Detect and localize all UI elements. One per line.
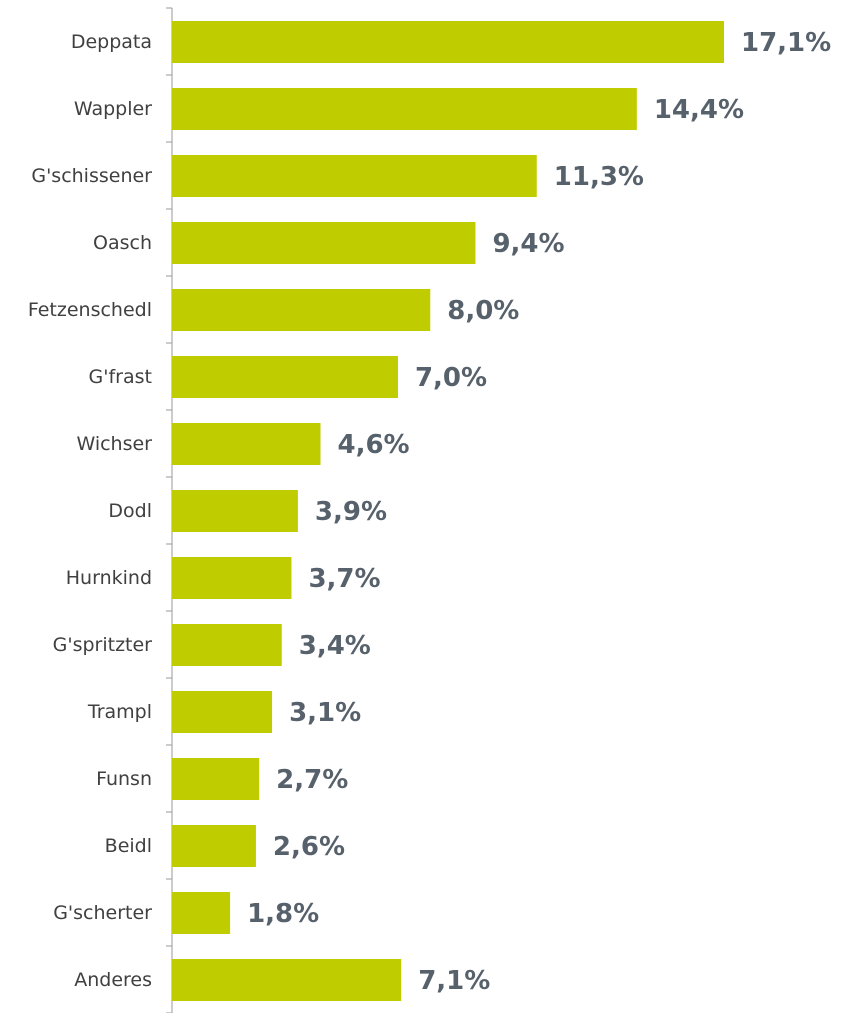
data-label: 14,4% — [654, 95, 744, 125]
data-label: 3,1% — [289, 698, 361, 728]
bar-1 — [172, 88, 637, 130]
category-label: Fetzenschedl — [28, 299, 152, 321]
bar-4 — [172, 289, 431, 331]
data-label: 11,3% — [554, 162, 644, 192]
data-label: 1,8% — [247, 899, 319, 929]
category-label: Trampl — [87, 701, 152, 723]
data-label: 3,4% — [299, 631, 371, 661]
data-label: 8,0% — [447, 296, 519, 326]
category-label: Wichser — [76, 433, 152, 455]
category-label: Hurnkind — [66, 567, 152, 589]
bar-11 — [172, 758, 260, 800]
category-label: G'frast — [89, 366, 152, 388]
bar-0 — [172, 21, 724, 63]
category-label: Beidl — [105, 835, 152, 857]
bar-8 — [172, 557, 292, 599]
bar-3 — [172, 222, 476, 264]
data-label: 3,7% — [308, 564, 380, 594]
bar-2 — [172, 155, 537, 197]
bar-10 — [172, 691, 273, 733]
data-label: 3,9% — [315, 497, 387, 527]
bar-9 — [172, 624, 282, 666]
data-label: 2,7% — [276, 765, 348, 795]
bar-5 — [172, 356, 398, 398]
data-label: 9,4% — [492, 229, 564, 259]
category-label: Funsn — [96, 768, 152, 790]
bar-13 — [172, 892, 231, 934]
data-label: 7,0% — [415, 363, 487, 393]
category-label: Anderes — [74, 969, 152, 991]
bar-12 — [172, 825, 256, 867]
axis-ticks — [166, 7, 172, 1013]
data-label: 4,6% — [337, 430, 409, 460]
data-label: 17,1% — [741, 28, 831, 58]
category-labels: Deppata Wappler G'schissener Oasch Fetzensch… — [28, 31, 152, 991]
bar-6 — [172, 423, 321, 465]
bars-group — [172, 21, 724, 1001]
category-label: G'scherter — [53, 902, 152, 924]
category-label: Deppata — [71, 31, 152, 53]
category-label: G'spritzter — [53, 634, 153, 656]
value-labels: 17,1% 14,4% 11,3% 9,4% 8,0% 7,0% 4,6% 3,9% 3,7% 3… — [247, 28, 831, 996]
category-label: G'schissener — [31, 165, 152, 187]
category-label: Wappler — [74, 98, 152, 120]
data-label: 2,6% — [273, 832, 345, 862]
category-label: Dodl — [108, 500, 152, 522]
data-label: 7,1% — [418, 966, 490, 996]
bar-7 — [172, 490, 298, 532]
bar-14 — [172, 959, 402, 1001]
category-label: Oasch — [93, 232, 152, 254]
